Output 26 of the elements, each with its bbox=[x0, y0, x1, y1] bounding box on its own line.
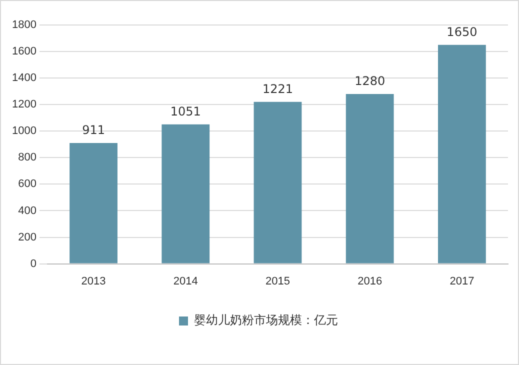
bar bbox=[162, 124, 210, 264]
legend-label: 婴幼儿奶粉市场规模：亿元 bbox=[194, 313, 338, 328]
y-tick-label: 800 bbox=[18, 152, 36, 164]
x-tick-label: 2017 bbox=[450, 275, 474, 288]
y-tick-label: 0 bbox=[30, 258, 36, 270]
data-label: 1221 bbox=[262, 82, 294, 96]
bar bbox=[254, 102, 302, 264]
data-label: 1650 bbox=[446, 25, 478, 40]
x-tick-label: 2015 bbox=[265, 275, 290, 288]
y-tick-label: 200 bbox=[18, 231, 36, 244]
y-tick-label: 1000 bbox=[12, 125, 36, 138]
bar bbox=[346, 94, 394, 264]
x-tick-label: 2013 bbox=[81, 275, 106, 288]
y-tick-label: 400 bbox=[18, 204, 36, 217]
data-label: 911 bbox=[82, 123, 105, 138]
y-tick-label: 1400 bbox=[12, 72, 36, 84]
x-tick-label: 2014 bbox=[173, 275, 198, 288]
y-tick-label: 1200 bbox=[12, 98, 36, 111]
data-label: 1051 bbox=[170, 104, 201, 118]
y-tick-label: 600 bbox=[18, 178, 36, 190]
bar bbox=[438, 44, 486, 264]
x-tick-label: 2016 bbox=[358, 275, 382, 288]
y-tick-label: 1600 bbox=[12, 46, 36, 58]
bar bbox=[70, 142, 118, 264]
y-tick-label: 1800 bbox=[12, 19, 36, 32]
data-label: 1280 bbox=[354, 74, 386, 88]
